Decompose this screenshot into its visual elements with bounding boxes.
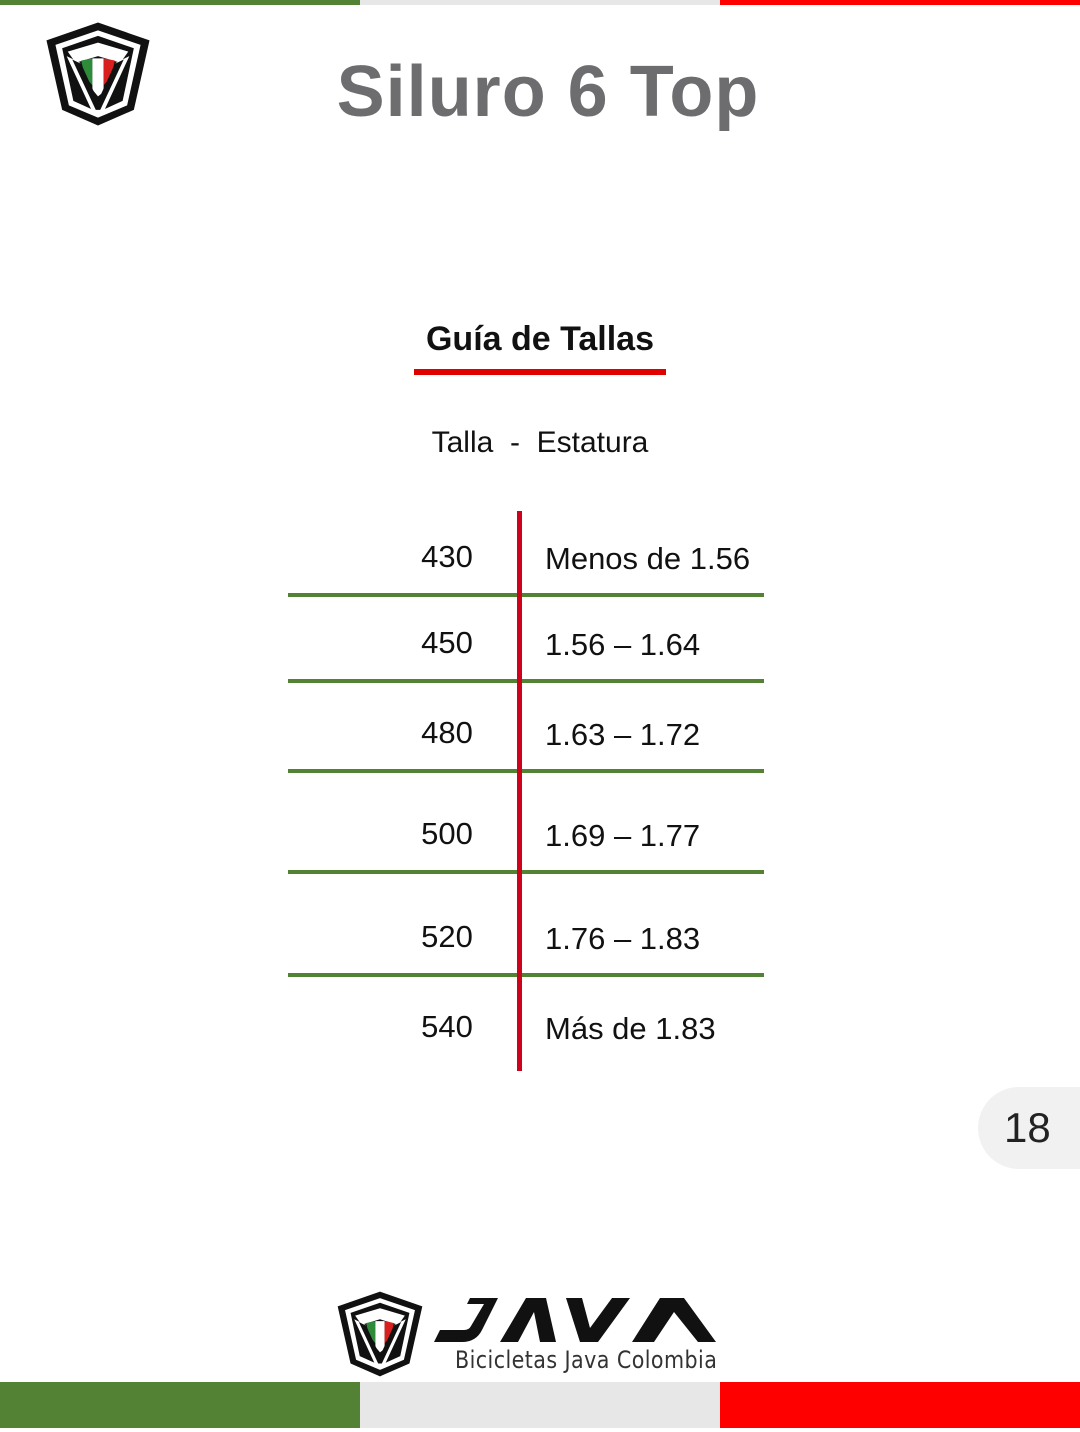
top-flag-strip [0,0,1080,5]
flag-white-segment [360,1382,720,1428]
size-cell: 520 [421,919,473,954]
table-row: 500 1.69 – 1.77 [288,788,764,874]
size-cell: 480 [421,715,473,750]
height-cell: Más de 1.83 [545,1011,716,1046]
size-cell: 500 [421,816,473,851]
size-cell: 540 [421,1009,473,1044]
flag-white-segment [360,0,720,5]
column-divider [517,511,522,1071]
size-table: 430 Menos de 1.56 450 1.56 – 1.64 480 1.… [288,511,764,1071]
height-cell: 1.63 – 1.72 [545,717,701,752]
row-separator [288,593,764,597]
page-number: 18 [978,1087,1080,1169]
table-row: 480 1.63 – 1.72 [288,687,764,773]
row-separator [288,679,764,683]
bottom-flag-strip [0,1382,1080,1428]
height-cell: 1.69 – 1.77 [545,818,701,853]
row-separator [288,769,764,773]
flag-green-segment [0,1382,360,1428]
table-row: 450 1.56 – 1.64 [288,597,764,683]
height-cell: 1.56 – 1.64 [545,627,701,662]
v-shield-logo-icon [46,22,150,126]
brand-tagline: Bicicletas Java Colombia [455,1346,718,1374]
flag-red-segment [720,0,1080,5]
height-cell: 1.76 – 1.83 [545,921,701,956]
size-cell: 450 [421,625,473,660]
java-wordmark-logo [434,1298,716,1342]
flag-green-segment [0,0,360,5]
flag-red-segment [720,1382,1080,1428]
size-guide-heading: Guía de Tallas [425,320,654,358]
row-separator [288,870,764,874]
heading-underline [414,369,666,375]
column-caption: Talla - Estatura [431,426,649,459]
size-cell: 430 [421,539,473,574]
row-separator [288,973,764,977]
v-shield-logo-icon [337,1291,423,1377]
table-row: 430 Menos de 1.56 [288,511,764,597]
page-title: Siluro 6 Top [336,52,760,132]
table-row: 540 Más de 1.83 [288,981,764,1067]
height-cell: Menos de 1.56 [545,541,751,576]
table-row: 520 1.76 – 1.83 [288,891,764,977]
